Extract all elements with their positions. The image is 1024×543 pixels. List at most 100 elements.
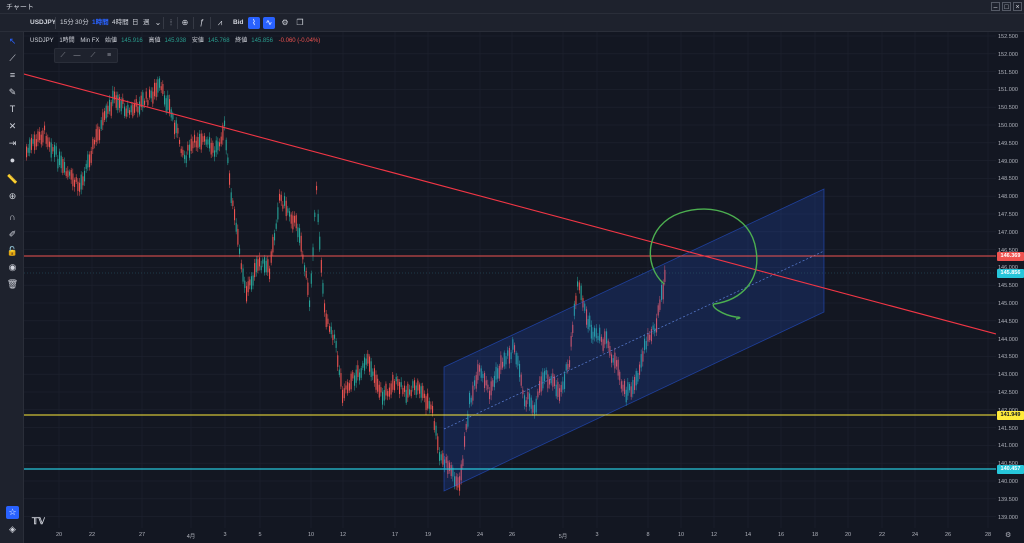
timeframe-day[interactable]: 日 bbox=[132, 19, 139, 26]
wave-chart-icon[interactable]: ∿ bbox=[263, 17, 275, 29]
indicators-icon[interactable]: ƒ bbox=[199, 18, 205, 27]
candle bbox=[150, 90, 152, 99]
candle bbox=[102, 112, 104, 126]
lock-draw-icon[interactable]: ✐ bbox=[8, 229, 17, 239]
candle bbox=[244, 280, 246, 288]
symbol-selector[interactable]: USDJPY bbox=[30, 19, 57, 26]
date-tick: 12 bbox=[339, 532, 347, 538]
layers-icon[interactable]: ◈ bbox=[9, 524, 16, 534]
candle bbox=[74, 179, 76, 187]
price-chart[interactable] bbox=[24, 32, 996, 528]
candle bbox=[477, 364, 479, 381]
timeframe-1h[interactable]: 1時間 bbox=[92, 19, 109, 26]
hand-drawn-circle[interactable] bbox=[649, 208, 758, 320]
legend-change: -0.060 (-0.04%) bbox=[278, 38, 321, 44]
channel-icon[interactable]: ≡ bbox=[106, 52, 112, 59]
brush-icon[interactable]: ✎ bbox=[8, 87, 17, 97]
candle bbox=[545, 370, 547, 375]
candle bbox=[540, 376, 542, 392]
pattern-icon[interactable]: ✕ bbox=[8, 121, 17, 131]
add-indicator-icon[interactable]: ⊕ bbox=[181, 18, 189, 27]
minimize-icon[interactable]: – bbox=[991, 2, 1000, 11]
candle bbox=[34, 134, 36, 151]
candle bbox=[217, 141, 219, 151]
candle bbox=[167, 95, 169, 110]
lock-icon[interactable]: 🔓 bbox=[6, 246, 19, 256]
close-icon[interactable]: × bbox=[1013, 2, 1022, 11]
eye-icon[interactable]: ◉ bbox=[8, 262, 17, 272]
candle bbox=[433, 421, 435, 430]
date-tick: 18 bbox=[811, 532, 819, 538]
circle-icon[interactable]: ● bbox=[9, 155, 16, 165]
candle bbox=[539, 381, 541, 393]
candle bbox=[139, 101, 141, 115]
trendline-icon[interactable]: ⟋ bbox=[60, 52, 66, 59]
candle bbox=[64, 161, 66, 173]
bar-style-icon[interactable]: ⦙ bbox=[170, 18, 172, 27]
measure-icon[interactable]: ⇥ bbox=[8, 138, 17, 148]
candle bbox=[302, 254, 304, 260]
price-tick: 142.500 bbox=[998, 390, 1018, 396]
candle bbox=[87, 154, 89, 168]
date-tick: 20 bbox=[844, 532, 852, 538]
legend-open: 145.916 bbox=[121, 38, 143, 44]
price-tick: 145.000 bbox=[998, 301, 1018, 307]
timeframe-week[interactable]: 週 bbox=[143, 19, 150, 26]
candle bbox=[55, 146, 57, 155]
magnet-icon[interactable]: ∩ bbox=[9, 212, 16, 222]
tradingview-logo: 𝕋𝕍 bbox=[32, 516, 45, 526]
candle bbox=[630, 386, 632, 397]
compare-icon[interactable]: ⩘ bbox=[217, 18, 223, 27]
candle bbox=[175, 120, 177, 133]
candle bbox=[427, 393, 429, 409]
candle bbox=[497, 368, 499, 379]
floating-draw-toolbar: ⟋ — ⟋ ≡ bbox=[54, 48, 118, 63]
fib-tool-icon[interactable]: ≡ bbox=[9, 70, 16, 80]
candle bbox=[637, 373, 639, 382]
candle bbox=[127, 104, 129, 113]
window-layout-icon[interactable]: ❐ bbox=[296, 18, 304, 27]
bid-button[interactable]: Bid bbox=[233, 19, 244, 26]
trash-icon[interactable]: 🗑 bbox=[6, 279, 19, 289]
price-tick: 150.000 bbox=[998, 123, 1018, 129]
price-tick: 152.000 bbox=[998, 51, 1018, 58]
text-icon[interactable]: T bbox=[9, 104, 16, 114]
timeframe-4h[interactable]: 4時間 bbox=[112, 19, 129, 26]
candle bbox=[45, 135, 47, 144]
ray-icon[interactable]: ⟋ bbox=[90, 52, 96, 59]
candle bbox=[510, 352, 512, 360]
horizontal-line-icon[interactable]: — bbox=[73, 52, 81, 59]
cursor-icon[interactable]: ↖ bbox=[8, 36, 17, 46]
maximize-icon[interactable]: □ bbox=[1002, 2, 1011, 11]
candle bbox=[607, 340, 609, 349]
candle bbox=[165, 98, 167, 112]
zoom-icon[interactable]: ⊕ bbox=[8, 191, 17, 201]
candle bbox=[452, 467, 454, 477]
candle bbox=[659, 299, 661, 310]
candle bbox=[134, 103, 136, 113]
trendline-tool-icon[interactable]: ⟋ bbox=[9, 53, 16, 63]
candle bbox=[280, 194, 282, 202]
descending-trendline[interactable] bbox=[24, 73, 996, 335]
yellow-level-price-label: 141.949 bbox=[997, 411, 1024, 420]
axis-settings-icon[interactable]: ⚙ bbox=[1005, 532, 1012, 539]
settings-icon[interactable]: ⚙ bbox=[281, 18, 289, 27]
line-chart-icon[interactable]: ⌇ bbox=[248, 17, 260, 29]
candle bbox=[348, 383, 350, 391]
candle bbox=[559, 388, 561, 401]
timeframe-15m[interactable]: 15分 bbox=[60, 19, 74, 26]
candle bbox=[180, 148, 182, 153]
ruler-icon[interactable]: 📏 bbox=[6, 174, 19, 184]
candle bbox=[532, 405, 534, 413]
candle bbox=[492, 380, 494, 387]
star-icon[interactable]: ☆ bbox=[6, 506, 19, 519]
timeframe-30m[interactable]: 30分 bbox=[75, 19, 89, 26]
candle bbox=[589, 315, 591, 327]
candle bbox=[383, 389, 385, 401]
candle bbox=[507, 350, 509, 356]
candle bbox=[470, 397, 472, 403]
candle bbox=[195, 140, 197, 148]
chevron-down-icon[interactable]: ⌄ bbox=[154, 18, 162, 27]
candle bbox=[75, 177, 77, 182]
candle bbox=[100, 120, 102, 129]
